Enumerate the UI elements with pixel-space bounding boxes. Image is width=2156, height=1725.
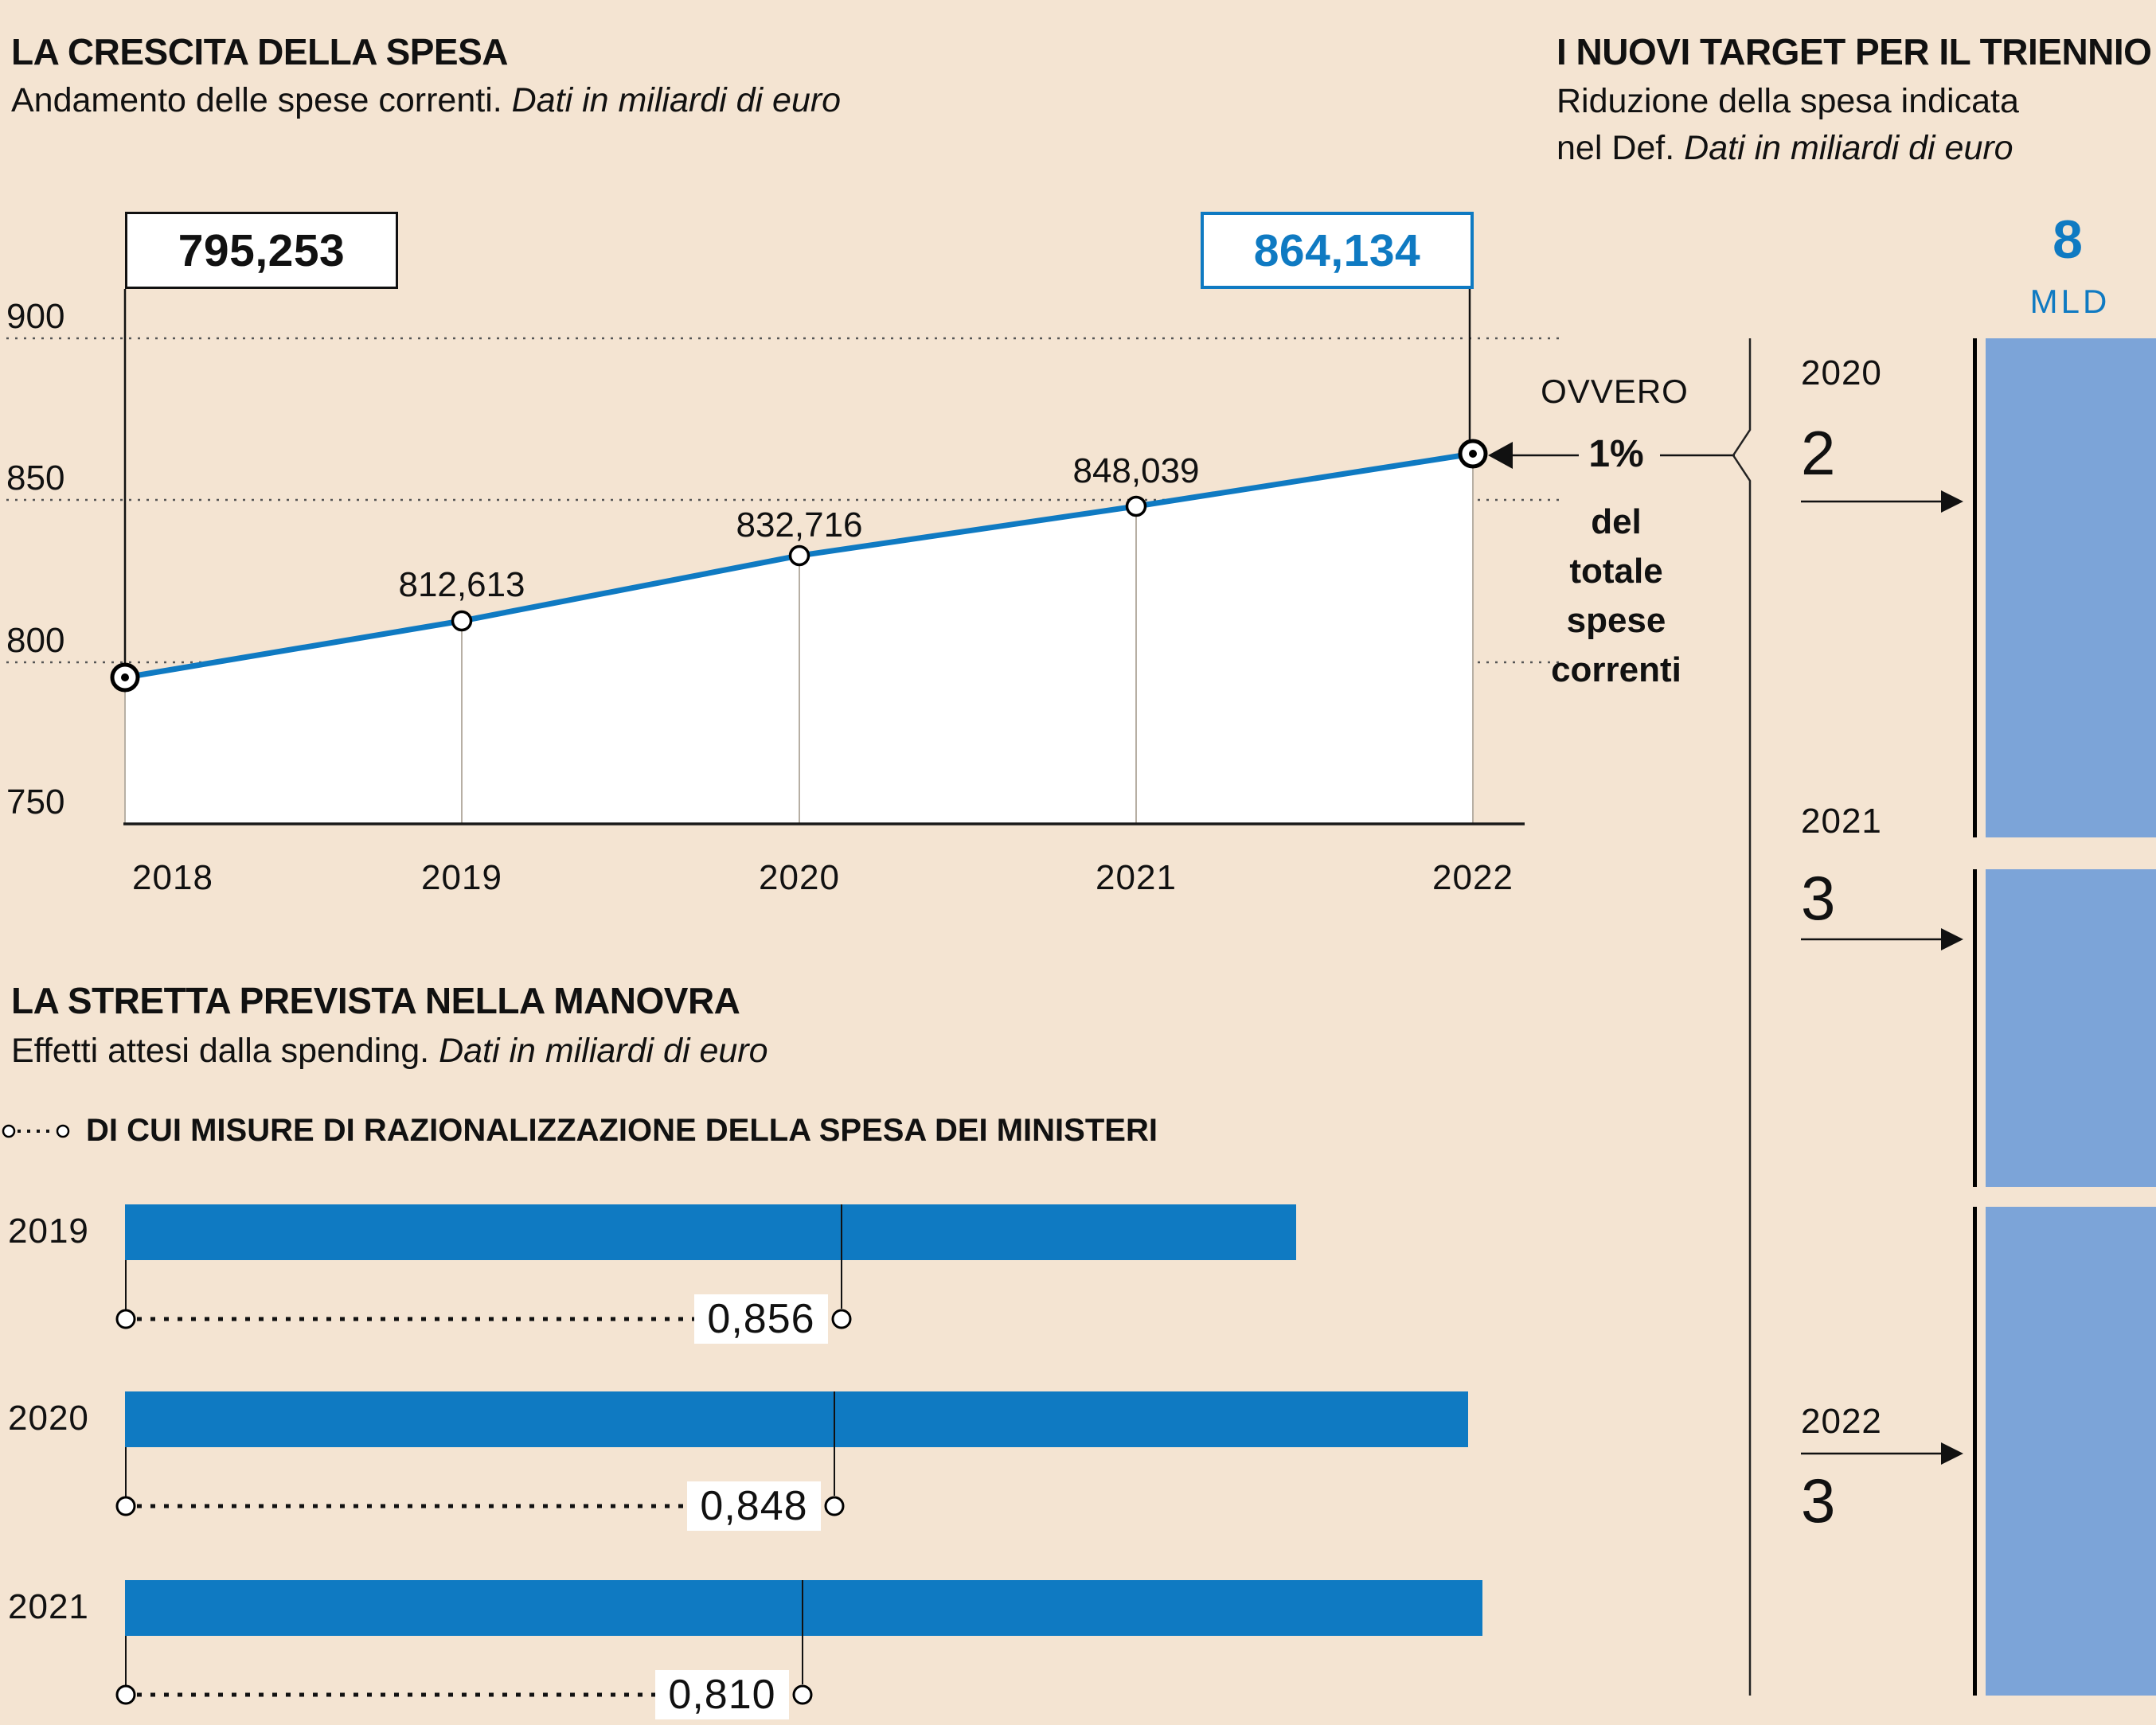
di-cui-start-circle bbox=[115, 1496, 136, 1516]
manovra-year-label: 2021 bbox=[8, 1587, 89, 1626]
annotation-line: totale bbox=[1569, 552, 1663, 591]
target-value-label: 3 bbox=[1801, 1465, 1836, 1536]
left-chart-subtitle: Andamento delle spese correnti. Dati in … bbox=[11, 81, 841, 120]
arrow-left-icon bbox=[1488, 442, 1513, 469]
arrow-right-icon bbox=[1941, 928, 1963, 950]
left-chart-subtitle-text: Andamento delle spese correnti. bbox=[11, 81, 502, 119]
y-axis-label: 850 bbox=[6, 459, 65, 498]
x-axis-year-label: 2018 bbox=[132, 858, 213, 897]
y-axis-label: 800 bbox=[6, 621, 65, 660]
annotation-text-block: del totale spese correnti bbox=[1551, 498, 1681, 695]
x-axis-year-label: 2019 bbox=[421, 858, 502, 897]
annotation-line: correnti bbox=[1551, 650, 1681, 689]
target-year-label: 2021 bbox=[1801, 802, 1882, 841]
annotation-percent: 1% bbox=[1588, 433, 1644, 475]
target-bar-edge-line bbox=[1973, 869, 1977, 1187]
annotation-line: spese bbox=[1566, 601, 1666, 640]
target-bar-2021 bbox=[1986, 869, 2156, 1187]
line-point-marker-dot bbox=[1469, 450, 1477, 458]
line-point-marker bbox=[451, 610, 473, 632]
point-value-box-2022: 864,134 bbox=[1201, 212, 1474, 289]
manovra-year-label: 2019 bbox=[8, 1212, 89, 1251]
di-cui-start-circle bbox=[115, 1309, 136, 1329]
line-point-marker bbox=[1125, 495, 1147, 517]
target-value-label: 2 bbox=[1801, 418, 1836, 488]
arrow-right-icon bbox=[1941, 1442, 1963, 1465]
target-year-label: 2022 bbox=[1801, 1402, 1882, 1441]
x-axis-year-label: 2021 bbox=[1096, 858, 1177, 897]
x-axis-year-label: 2020 bbox=[759, 858, 840, 897]
right-panel-subtitle2-note: Dati in miliardi di euro bbox=[1684, 129, 2013, 167]
arrow-right-icon bbox=[1941, 490, 1963, 513]
target-total-value: 8 bbox=[2052, 209, 2083, 270]
line-point-marker bbox=[788, 544, 810, 567]
di-cui-end-circle bbox=[831, 1309, 852, 1329]
legend-circle-icon bbox=[2, 1124, 16, 1138]
x-axis-year-label: 2022 bbox=[1432, 858, 1513, 897]
di-cui-value-box: 0,848 bbox=[687, 1481, 821, 1531]
y-axis-label: 750 bbox=[6, 782, 65, 822]
right-panel-subtitle2: nel Def. Dati in miliardi di euro bbox=[1556, 129, 2013, 168]
line-point-marker-dot bbox=[121, 673, 129, 681]
annotation-line: del bbox=[1591, 502, 1642, 541]
di-cui-start-circle bbox=[115, 1684, 136, 1705]
right-panel-subtitle2-text: nel Def. bbox=[1556, 129, 1675, 167]
bottom-chart-title: LA STRETTA PREVISTA NELLA MANOVRA bbox=[11, 980, 740, 1021]
manovra-bar-2021 bbox=[125, 1580, 1482, 1636]
target-bar-2022 bbox=[1986, 1207, 2156, 1696]
bottom-chart-subtitle: Effetti attesi dalla spending. Dati in m… bbox=[11, 1032, 768, 1071]
right-panel-subtitle: Riduzione della spesa indicata bbox=[1556, 82, 2019, 120]
right-panel-title: I NUOVI TARGET PER IL TRIENNIO bbox=[1556, 31, 2152, 72]
y-axis-label: 900 bbox=[6, 297, 65, 336]
point-value-label: 832,716 bbox=[736, 505, 863, 544]
panel-divider-brace bbox=[1732, 338, 1752, 1696]
target-bar-edge-line bbox=[1973, 1207, 1977, 1696]
legend-label: DI CUI MISURE DI RAZIONALIZZAZIONE DELLA… bbox=[86, 1113, 1158, 1148]
left-chart-subtitle-note: Dati in miliardi di euro bbox=[511, 81, 842, 119]
target-bar-edge-line bbox=[1973, 338, 1977, 837]
bottom-chart-subtitle-note: Dati in miliardi di euro bbox=[439, 1032, 768, 1070]
di-cui-end-circle bbox=[824, 1496, 845, 1516]
point-value-box-2018: 795,253 bbox=[125, 212, 398, 289]
point-value-label: 848,039 bbox=[1072, 451, 1200, 490]
target-value-label: 3 bbox=[1801, 863, 1836, 933]
target-bar-2020 bbox=[1986, 338, 2156, 837]
annotation-ovvero: OVVERO bbox=[1541, 373, 1689, 410]
target-total-unit: MLD bbox=[2029, 283, 2111, 320]
di-cui-end-circle bbox=[792, 1684, 813, 1705]
left-chart-title: LA CRESCITA DELLA SPESA bbox=[11, 31, 509, 72]
manovra-bar-2020 bbox=[125, 1391, 1468, 1447]
point-value-label: 812,613 bbox=[398, 565, 525, 604]
manovra-year-label: 2020 bbox=[8, 1399, 89, 1438]
manovra-bar-2019 bbox=[125, 1204, 1296, 1260]
di-cui-value-box: 0,856 bbox=[694, 1294, 828, 1344]
target-year-label: 2020 bbox=[1801, 353, 1882, 392]
di-cui-value-box: 0,810 bbox=[655, 1670, 789, 1719]
bottom-chart-subtitle-text: Effetti attesi dalla spending. bbox=[11, 1032, 430, 1070]
legend-circle-icon bbox=[56, 1124, 70, 1138]
